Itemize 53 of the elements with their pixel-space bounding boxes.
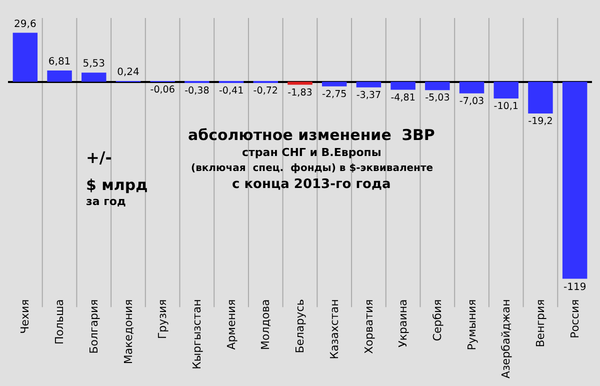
data-label: 29,6: [14, 18, 36, 30]
x-tick-label: Армения: [224, 299, 238, 350]
bar: [288, 82, 312, 85]
x-tick-label: Азербайджан: [500, 299, 513, 378]
x-tick-label: Болгария: [87, 299, 100, 354]
data-label: -3,37: [356, 90, 382, 101]
bar: [12, 32, 38, 82]
x-tick-label: Польша: [53, 299, 66, 345]
x-tick-label: Чехия: [18, 299, 32, 334]
data-label: -2,75: [322, 88, 347, 100]
data-label: -1,83: [288, 87, 312, 98]
bar: [82, 72, 106, 82]
x-tick-label: Казахстан: [328, 299, 341, 360]
bar: [322, 82, 347, 86]
annotation: (включая спец. фонды) в $-эквиваленте: [191, 163, 434, 174]
annotation: абсолютное изменение ЗВР: [188, 126, 435, 144]
x-tick-label: Кыргызстан: [190, 299, 204, 370]
data-label: -19,2: [528, 116, 553, 128]
data-label: -4,81: [390, 92, 416, 104]
x-tick-label: Россия: [568, 299, 582, 338]
data-label: -0,38: [184, 86, 210, 97]
annotation: +/-: [86, 148, 112, 167]
annotation: $ млрд: [86, 176, 148, 194]
bar: [47, 70, 72, 82]
x-tick-label: Македония: [122, 299, 135, 364]
bar: [494, 82, 518, 98]
bar: [356, 82, 382, 88]
bar: [390, 82, 416, 90]
bar: [425, 82, 450, 90]
x-tick-label: Молдова: [259, 299, 272, 350]
data-label: -119: [563, 282, 586, 293]
annotation: стран СНГ и В.Европы: [242, 146, 382, 159]
data-label: -0,72: [253, 86, 278, 97]
data-label: -7,03: [459, 96, 484, 108]
data-label: -0,41: [218, 86, 244, 97]
x-tick-label: Беларусь: [294, 299, 307, 354]
x-tick-label: Хорватия: [362, 299, 376, 354]
annotation: с конца 2013-го года: [232, 177, 391, 192]
bar: [459, 82, 484, 94]
x-tick-label: Румыния: [465, 299, 478, 350]
x-tick-label: Грузия: [156, 299, 170, 340]
data-label: -5,03: [425, 92, 450, 104]
x-tick-label: Венгрия: [534, 299, 548, 348]
bar: [528, 82, 553, 114]
bar: [562, 82, 588, 279]
data-label: -10,1: [494, 101, 518, 112]
x-tick-label: Сербия: [430, 299, 444, 342]
data-label: 0,24: [117, 67, 140, 78]
data-label: 6,81: [48, 56, 71, 68]
data-label: -0,06: [150, 84, 175, 96]
x-tick-label: Украина: [396, 299, 410, 348]
annotation: за год: [86, 195, 126, 208]
data-label: 5,53: [82, 58, 106, 70]
